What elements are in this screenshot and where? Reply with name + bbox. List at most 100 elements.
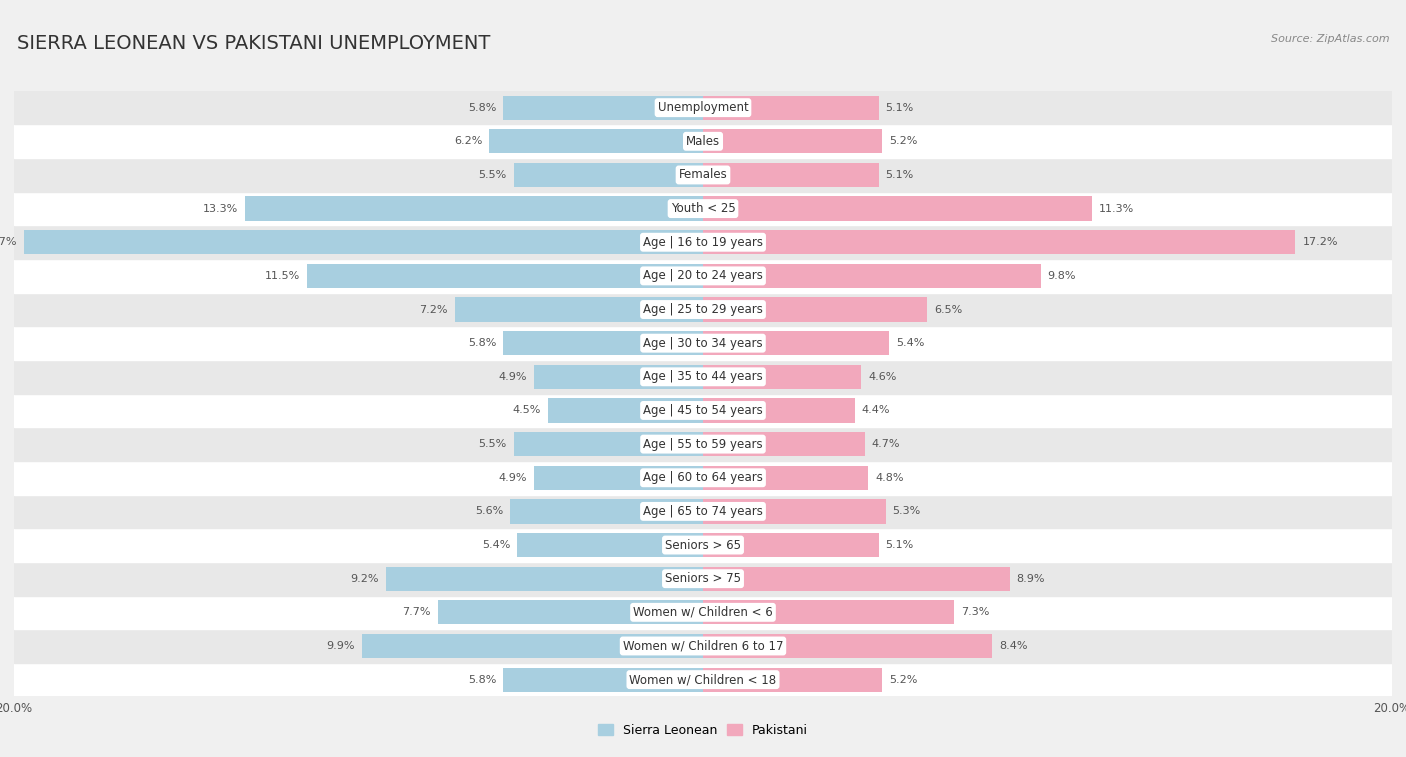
Text: Source: ZipAtlas.com: Source: ZipAtlas.com bbox=[1271, 34, 1389, 44]
Bar bbox=[503, 331, 703, 355]
Bar bbox=[14, 461, 1392, 494]
Text: 9.8%: 9.8% bbox=[1047, 271, 1076, 281]
Text: 5.5%: 5.5% bbox=[478, 170, 506, 180]
Bar bbox=[14, 91, 1392, 124]
Bar bbox=[14, 293, 1392, 326]
Text: Seniors > 75: Seniors > 75 bbox=[665, 572, 741, 585]
Text: 5.4%: 5.4% bbox=[482, 540, 510, 550]
Text: 4.9%: 4.9% bbox=[499, 473, 527, 483]
Text: 5.8%: 5.8% bbox=[468, 338, 496, 348]
Bar bbox=[703, 263, 1040, 288]
Text: 5.4%: 5.4% bbox=[896, 338, 924, 348]
Text: Seniors > 65: Seniors > 65 bbox=[665, 538, 741, 552]
Text: Women w/ Children < 18: Women w/ Children < 18 bbox=[630, 673, 776, 686]
Text: 6.5%: 6.5% bbox=[934, 304, 962, 314]
Bar bbox=[703, 163, 879, 187]
Bar bbox=[703, 500, 886, 524]
Text: Age | 35 to 44 years: Age | 35 to 44 years bbox=[643, 370, 763, 383]
Text: Age | 55 to 59 years: Age | 55 to 59 years bbox=[643, 438, 763, 450]
Bar bbox=[703, 466, 869, 490]
Text: Youth < 25: Youth < 25 bbox=[671, 202, 735, 215]
Text: 5.5%: 5.5% bbox=[478, 439, 506, 449]
Bar bbox=[437, 600, 703, 625]
Text: 17.2%: 17.2% bbox=[1302, 237, 1339, 248]
Legend: Sierra Leonean, Pakistani: Sierra Leonean, Pakistani bbox=[593, 718, 813, 742]
Text: 4.5%: 4.5% bbox=[513, 406, 541, 416]
Bar bbox=[703, 566, 1010, 590]
Text: 4.6%: 4.6% bbox=[869, 372, 897, 382]
Bar bbox=[14, 360, 1392, 394]
Text: 9.9%: 9.9% bbox=[326, 641, 356, 651]
Text: Age | 45 to 54 years: Age | 45 to 54 years bbox=[643, 404, 763, 417]
Text: 5.8%: 5.8% bbox=[468, 674, 496, 684]
Text: Age | 16 to 19 years: Age | 16 to 19 years bbox=[643, 235, 763, 249]
Bar bbox=[14, 427, 1392, 461]
Bar bbox=[703, 298, 927, 322]
Text: 19.7%: 19.7% bbox=[0, 237, 17, 248]
Text: Females: Females bbox=[679, 169, 727, 182]
Bar bbox=[361, 634, 703, 658]
Text: Age | 30 to 34 years: Age | 30 to 34 years bbox=[643, 337, 763, 350]
Text: 13.3%: 13.3% bbox=[202, 204, 238, 213]
Text: 7.2%: 7.2% bbox=[419, 304, 449, 314]
Bar bbox=[548, 398, 703, 422]
Bar bbox=[517, 533, 703, 557]
Bar bbox=[703, 197, 1092, 221]
Bar bbox=[14, 629, 1392, 663]
Text: 5.1%: 5.1% bbox=[886, 170, 914, 180]
Text: 4.7%: 4.7% bbox=[872, 439, 900, 449]
Text: Age | 60 to 64 years: Age | 60 to 64 years bbox=[643, 472, 763, 484]
Bar bbox=[503, 95, 703, 120]
Bar bbox=[14, 259, 1392, 293]
Bar bbox=[14, 596, 1392, 629]
Bar bbox=[703, 533, 879, 557]
Bar bbox=[513, 432, 703, 456]
Bar bbox=[703, 129, 882, 154]
Bar bbox=[703, 230, 1295, 254]
Text: Unemployment: Unemployment bbox=[658, 101, 748, 114]
Bar bbox=[14, 192, 1392, 226]
Text: 5.2%: 5.2% bbox=[889, 136, 917, 146]
Text: Women w/ Children 6 to 17: Women w/ Children 6 to 17 bbox=[623, 640, 783, 653]
Bar bbox=[387, 566, 703, 590]
Bar bbox=[14, 158, 1392, 192]
Bar bbox=[14, 326, 1392, 360]
Text: 8.9%: 8.9% bbox=[1017, 574, 1045, 584]
Text: 5.2%: 5.2% bbox=[889, 674, 917, 684]
Bar bbox=[14, 528, 1392, 562]
Text: 11.3%: 11.3% bbox=[1099, 204, 1135, 213]
Bar bbox=[14, 494, 1392, 528]
Bar bbox=[534, 466, 703, 490]
Bar bbox=[24, 230, 703, 254]
Text: SIERRA LEONEAN VS PAKISTANI UNEMPLOYMENT: SIERRA LEONEAN VS PAKISTANI UNEMPLOYMENT bbox=[17, 34, 491, 53]
Text: Age | 25 to 29 years: Age | 25 to 29 years bbox=[643, 303, 763, 316]
Bar bbox=[703, 365, 862, 389]
Text: 7.3%: 7.3% bbox=[962, 607, 990, 617]
Bar bbox=[14, 562, 1392, 596]
Bar bbox=[14, 124, 1392, 158]
Text: Age | 65 to 74 years: Age | 65 to 74 years bbox=[643, 505, 763, 518]
Bar bbox=[307, 263, 703, 288]
Bar bbox=[513, 163, 703, 187]
Bar bbox=[245, 197, 703, 221]
Text: Age | 20 to 24 years: Age | 20 to 24 years bbox=[643, 269, 763, 282]
Bar bbox=[14, 663, 1392, 696]
Bar bbox=[703, 634, 993, 658]
Text: 4.4%: 4.4% bbox=[862, 406, 890, 416]
Text: 7.7%: 7.7% bbox=[402, 607, 430, 617]
Bar bbox=[14, 226, 1392, 259]
Bar bbox=[703, 95, 879, 120]
Text: 5.8%: 5.8% bbox=[468, 103, 496, 113]
Text: 6.2%: 6.2% bbox=[454, 136, 482, 146]
Bar bbox=[703, 432, 865, 456]
Bar bbox=[510, 500, 703, 524]
Text: 5.1%: 5.1% bbox=[886, 540, 914, 550]
Bar bbox=[703, 398, 855, 422]
Bar bbox=[14, 394, 1392, 427]
Bar bbox=[534, 365, 703, 389]
Bar bbox=[503, 668, 703, 692]
Bar bbox=[703, 331, 889, 355]
Text: 5.3%: 5.3% bbox=[893, 506, 921, 516]
Bar bbox=[489, 129, 703, 154]
Text: 5.6%: 5.6% bbox=[475, 506, 503, 516]
